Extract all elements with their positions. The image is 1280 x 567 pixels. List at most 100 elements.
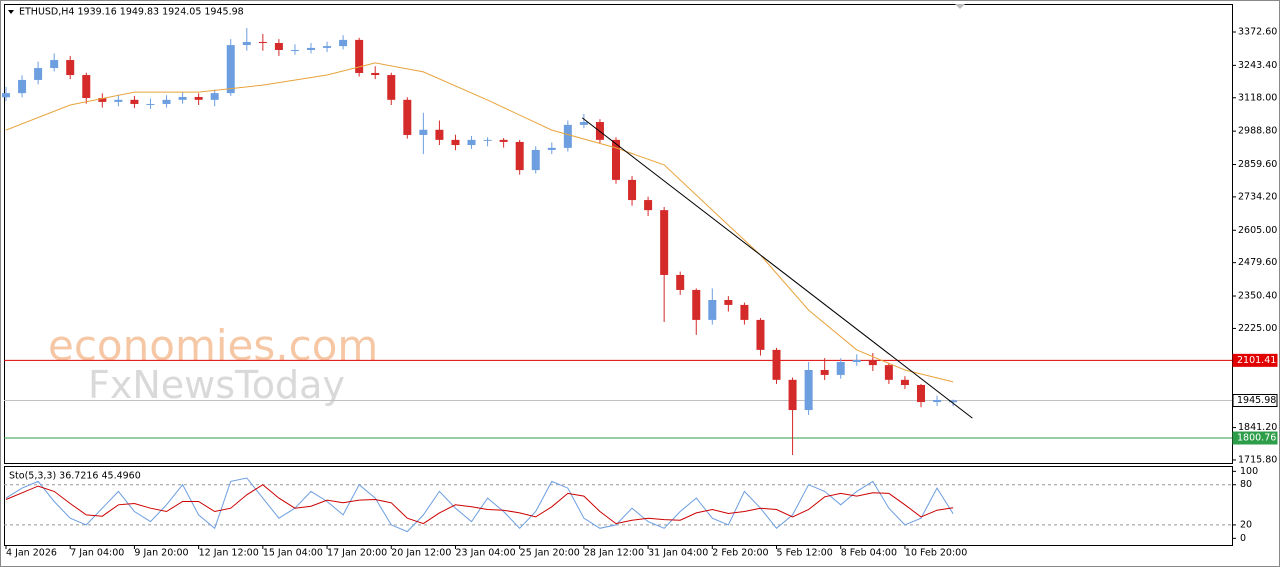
moving-average (5, 62, 954, 383)
x-tick-label: 9 Jan 20:00 (134, 548, 188, 559)
x-tick-label: 17 Jan 20:00 (327, 548, 387, 559)
candle-body (628, 179, 637, 201)
x-tick-label: 12 Jan 12:00 (199, 548, 259, 559)
candle-body (403, 99, 412, 135)
y-tick-label: 80 (1240, 479, 1252, 490)
candle-body (933, 399, 942, 403)
oscillator-panel (4, 466, 1233, 546)
level-box (1232, 431, 1278, 445)
candle-body (804, 370, 813, 411)
shift-marker (955, 4, 965, 9)
candle-body (900, 379, 909, 385)
candle-body (274, 43, 283, 50)
candle-body (644, 200, 653, 211)
candle-body (724, 300, 733, 305)
y-tick-label: 2225.00 (1238, 323, 1277, 334)
candle-body (419, 129, 428, 135)
price-panel (4, 4, 1233, 464)
level-box (1232, 353, 1278, 367)
candle-body (676, 274, 685, 290)
x-tick-label: 8 Feb 04:00 (841, 548, 897, 559)
candle-body (579, 122, 588, 125)
candle-body (836, 362, 845, 375)
candle-body (435, 129, 444, 140)
x-tick-label: 28 Jan 12:00 (584, 548, 644, 559)
candle-body (2, 93, 11, 98)
y-tick-label: 100 (1240, 466, 1258, 477)
y-tick-label: 3372.60 (1238, 26, 1277, 37)
y-tick-label: 1841.20 (1238, 422, 1277, 433)
candle-body (531, 149, 540, 171)
candle-body (178, 96, 187, 100)
candle-body (611, 139, 620, 180)
candle-body (210, 93, 219, 100)
candle-body (34, 68, 43, 80)
oscillator-line (5, 477, 954, 533)
y-tick-label: 2605.00 (1238, 225, 1277, 236)
candle-body (692, 289, 701, 320)
candle-body (130, 99, 139, 104)
oscillator-line (5, 484, 954, 525)
candle-body (242, 41, 251, 46)
level-label: 1800.76 (1237, 433, 1276, 444)
trendline (581, 117, 973, 419)
candle-body (66, 60, 75, 76)
candle-body (467, 139, 476, 146)
x-tick-label: 23 Jan 04:00 (455, 548, 515, 559)
y-tick-label: 2988.80 (1238, 126, 1277, 137)
candle-body (708, 300, 717, 320)
candle-body (547, 147, 556, 150)
y-tick-label: 2479.60 (1238, 257, 1277, 268)
candle-body (50, 60, 59, 69)
level-box (1232, 393, 1278, 407)
x-tick-label: 31 Jan 04:00 (648, 548, 708, 559)
candle-body (916, 384, 925, 403)
candle-body (740, 304, 749, 320)
candle-body (162, 99, 171, 104)
chart-title: ETHUSD,H4 1939.16 1949.83 1924.05 1945.9… (19, 7, 244, 18)
candle-body (371, 72, 380, 76)
watermark: FxNewsToday (88, 363, 345, 407)
candle-body (515, 141, 524, 171)
x-tick-label: 7 Jan 04:00 (70, 548, 124, 559)
candle-body (499, 139, 508, 142)
y-tick-label: 1715.80 (1238, 454, 1277, 465)
candle-body (355, 39, 364, 73)
level-label: 2101.41 (1237, 355, 1276, 366)
candle-body (290, 49, 299, 51)
y-tick-label: 2859.60 (1238, 159, 1277, 170)
y-tick-label: 2734.20 (1238, 191, 1277, 202)
candle-body (756, 319, 765, 350)
candle-body (226, 45, 235, 94)
y-tick-label: 2350.40 (1238, 291, 1277, 302)
x-tick-label: 15 Jan 04:00 (263, 548, 323, 559)
candle-body (114, 99, 123, 102)
candle-body (451, 139, 460, 146)
x-tick-label: 20 Jan 12:00 (391, 548, 451, 559)
y-tick-label: 3118.00 (1238, 92, 1277, 103)
x-tick-label: 25 Jan 20:00 (520, 548, 580, 559)
candle-body (194, 96, 203, 100)
candle-body (660, 210, 669, 275)
level-label: 1945.98 (1237, 395, 1276, 406)
candle-body (820, 370, 829, 375)
watermark: economies.com (48, 321, 378, 370)
x-tick-label: 4 Jan 2026 (6, 548, 57, 559)
candle-body (772, 349, 781, 380)
y-tick-label: 3243.40 (1238, 60, 1277, 71)
candle-body (563, 124, 572, 148)
candle-body (868, 359, 877, 366)
candle-body (258, 41, 267, 44)
candle-body (339, 39, 348, 47)
candle-body (852, 359, 861, 363)
candle-body (884, 365, 893, 380)
candle-body (82, 75, 91, 99)
y-tick-label: 20 (1240, 519, 1252, 530)
x-tick-label: 2 Feb 20:00 (712, 548, 768, 559)
x-tick-label: 5 Feb 12:00 (777, 548, 833, 559)
candle-body (307, 47, 315, 50)
menu-arrow (8, 10, 14, 14)
candle-body (146, 103, 155, 105)
oscillator-title: Sto(5,3,3) 36.7216 45.4960 (9, 471, 141, 482)
